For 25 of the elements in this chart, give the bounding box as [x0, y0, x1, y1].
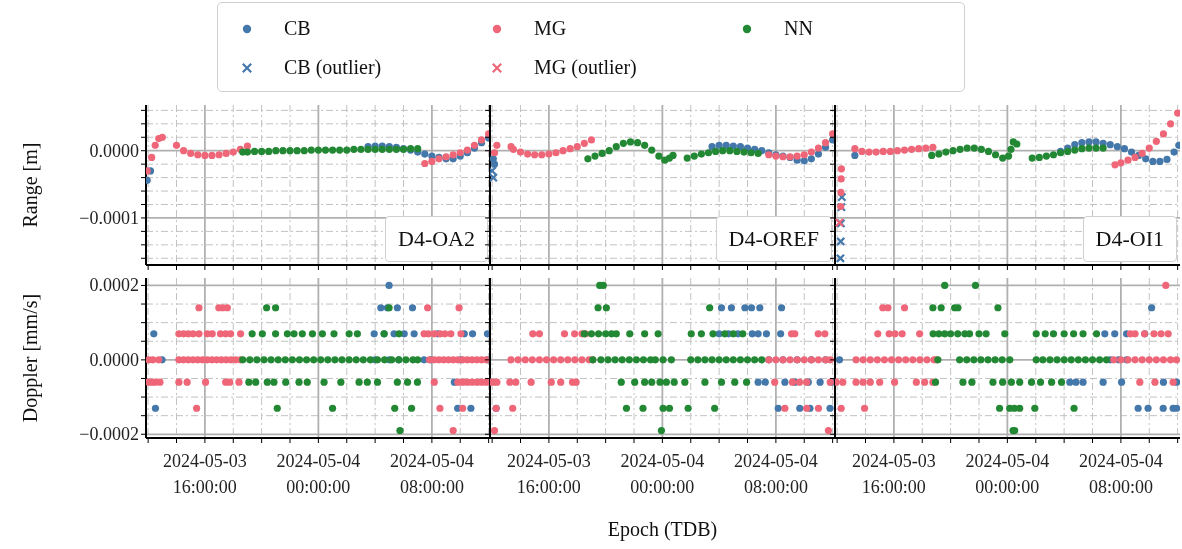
legend-label: MG (outlier)	[534, 56, 637, 79]
x-tick-label: 2024-05-03 16:00:00	[851, 451, 936, 497]
x-tick-label: 2024-05-04 08:00:00	[733, 451, 818, 497]
y-tick-label: 0.0000	[89, 140, 139, 161]
legend-label: NN	[784, 17, 813, 40]
legend-label: MG	[534, 17, 567, 40]
x-tick-label: 2024-05-04 00:00:00	[276, 451, 361, 497]
x-tick-label: 2024-05-04 00:00:00	[620, 451, 705, 497]
x-axis-title: Epoch (TDB)	[606, 517, 719, 541]
annotation: D4-OREF	[715, 216, 832, 262]
y-axis-title: Doppler [mm/s]	[18, 292, 42, 425]
x-tick-label: 2024-05-03 16:00:00	[162, 451, 247, 497]
legend-label: CB (outlier)	[284, 56, 382, 79]
y-tick-label: −0.0001	[79, 207, 139, 228]
annotation: D4-OI1	[1082, 216, 1177, 262]
y-tick-label: 0.0002	[89, 275, 139, 296]
y-tick-label: 0.0000	[89, 349, 139, 370]
y-tick-label: −0.0002	[79, 424, 139, 445]
annotation: D4-OA2	[385, 216, 488, 262]
legend-label: CB	[284, 17, 311, 40]
x-tick-label: 2024-05-04 08:00:00	[1078, 451, 1163, 497]
y-axis-title: Range [m]	[18, 141, 42, 230]
x-tick-label: 2024-05-03 16:00:00	[506, 451, 591, 497]
x-tick-label: 2024-05-04 00:00:00	[965, 451, 1050, 497]
x-tick-label: 2024-05-04 08:00:00	[389, 451, 474, 497]
